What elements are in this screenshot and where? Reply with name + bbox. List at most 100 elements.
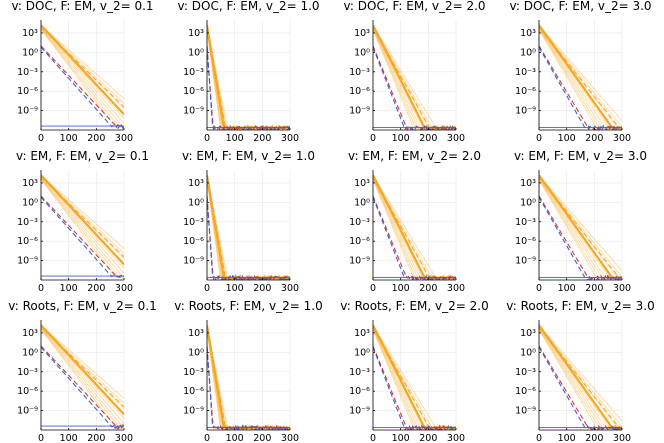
orange-series-line [41,178,124,278]
x-tick-label: 300 [613,433,631,443]
orange-main-line [539,324,622,430]
y-tick-label: 10⁻³ [183,367,204,378]
x-tick-label: 0 [204,433,210,443]
orange-series-line [539,24,622,122]
series-group [41,24,124,130]
y-tick-label: 10⁻⁶ [349,86,370,97]
y-tick-label: 10⁰ [354,197,370,208]
orange-series-line [539,174,622,272]
y-tick-label: 10⁻⁶ [17,236,38,247]
y-tick-label: 10⁻⁹ [17,106,38,117]
panel-7: v: EM, F: EM, v_2= 2.0 0 100 200 300 10³ 10⁰ 10… [348,149,481,294]
y-tick-label: 10⁻³ [349,217,370,228]
x-tick-label: 0 [38,283,44,294]
panel-title: v: DOC, F: EM, v_2= 0.1 [11,0,153,13]
x-tick-label: 100 [60,283,78,294]
red-dashed-line [41,45,124,130]
y-tick-label: 10⁻⁹ [183,406,204,417]
x-tick-label: 300 [115,283,133,294]
x-tick-label: 300 [613,283,631,294]
x-tick-label: 100 [392,133,410,144]
x-tick-label: 0 [536,433,542,443]
y-tick-label: 10⁻³ [515,217,536,228]
panel-title: v: DOC, F: EM, v_2= 1.0 [177,0,319,13]
orange-series-line [41,324,124,399]
y-tick-label: 10⁻⁹ [515,256,536,267]
x-tick-label: 200 [585,283,603,294]
blue-dashed-line [539,46,622,130]
y-tick-label: 10⁰ [188,47,204,58]
blue-dashed-line [539,196,622,280]
x-tick-label: 300 [281,133,299,144]
x-tick-label: 200 [253,433,271,443]
y-tick-label: 10³ [22,28,38,39]
x-tick-label: 0 [536,283,542,294]
x-tick-label: 100 [60,133,78,144]
x-tick-label: 0 [38,433,44,443]
panel-3: v: DOC, F: EM, v_2= 2.0 0 100 200 300 10³ 10⁰ 1… [343,0,485,144]
series-group [41,324,124,430]
x-tick-label: 300 [447,283,465,294]
orange-series-line [539,29,622,130]
panel-12: v: Roots, F: EM, v_2= 3.0 0 100 200 300 10³ 10… [506,299,654,443]
y-tick-label: 10⁻³ [183,67,204,78]
panel-title: v: Roots, F: EM, v_2= 1.0 [174,299,322,313]
blue-dashed-line [41,46,124,129]
orange-series-line [41,178,124,279]
x-tick-label: 0 [204,283,210,294]
series-group [373,24,456,130]
y-tick-label: 10⁻⁹ [17,406,38,417]
series-group [207,325,290,430]
x-tick-label: 200 [87,133,105,144]
y-tick-label: 10⁻⁹ [183,106,204,117]
series-group [539,324,622,430]
panel-1: v: DOC, F: EM, v_2= 0.1 0 100 200 300 10³ 10⁰ 1… [11,0,153,144]
orange-main-line [539,24,622,130]
panel-5: v: EM, F: EM, v_2= 0.1 0 100 200 300 10³ 10⁰ 10… [16,149,149,294]
orange-series-line [539,324,622,422]
x-tick-label: 300 [447,433,465,443]
panel-4: v: DOC, F: EM, v_2= 3.0 0 100 200 300 10³ 10⁰ 1… [509,0,651,144]
x-tick-label: 200 [585,133,603,144]
y-tick-label: 10⁻³ [17,367,38,378]
series-group [207,25,290,130]
x-tick-label: 200 [585,433,603,443]
y-tick-label: 10⁻³ [17,217,38,228]
y-tick-label: 10⁻⁶ [349,236,370,247]
x-tick-label: 0 [38,133,44,144]
orange-series-line [41,27,124,128]
panel-9: v: Roots, F: EM, v_2= 0.1 0 100 200 300 10³ 10… [8,299,156,443]
x-tick-label: 200 [253,133,271,144]
orange-series-line [41,24,124,99]
y-tick-label: 10⁻⁶ [183,236,204,247]
orange-series-line [41,176,124,269]
series-group [373,174,456,280]
x-tick-label: 300 [115,433,133,443]
y-tick-label: 10⁰ [188,347,204,358]
panel-title: v: EM, F: EM, v_2= 3.0 [514,149,647,163]
orange-series-line [41,26,124,119]
x-tick-label: 100 [558,283,576,294]
panel-title: v: DOC, F: EM, v_2= 3.0 [509,0,651,13]
orange-series-line [207,178,290,280]
y-tick-label: 10⁰ [22,347,38,358]
orange-series-line [539,175,622,278]
orange-dashed-line [539,176,622,280]
x-tick-label: 100 [226,133,244,144]
orange-series-line [539,327,622,430]
panel-10: v: Roots, F: EM, v_2= 1.0 0 100 200 300 10³ 10… [174,299,322,443]
x-tick-label: 0 [370,283,376,294]
x-tick-label: 300 [613,133,631,144]
panel-title: v: EM, F: EM, v_2= 0.1 [16,149,149,163]
blue-dashed-line [41,346,124,430]
y-tick-label: 10⁻³ [349,67,370,78]
y-tick-label: 10³ [354,28,370,39]
y-tick-label: 10³ [520,328,536,339]
orange-series-line [539,25,622,128]
x-tick-label: 100 [558,133,576,144]
orange-series-line [207,328,290,430]
orange-series-line [207,28,290,130]
y-tick-label: 10⁻³ [183,217,204,228]
orange-series-line [41,177,124,279]
x-tick-label: 100 [392,433,410,443]
